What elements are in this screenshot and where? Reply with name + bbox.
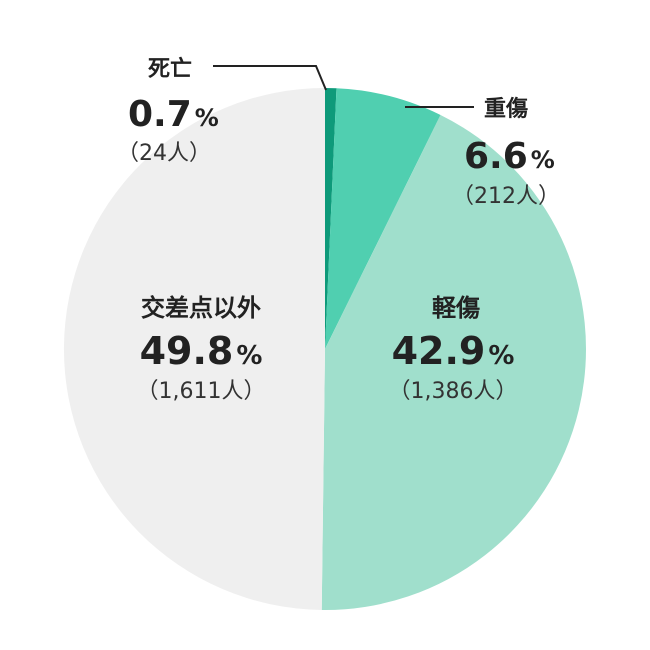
label-group-other: 交差点以外 49.8% （1,611人） [137,294,266,404]
slice-label-minor: 軽傷 [432,294,480,322]
leader-line-death [213,65,327,91]
slice-label-serious: 重傷 [484,96,528,122]
slice-percent-serious: 6.6% [464,136,555,177]
slice-label-death: 死亡 [148,56,192,82]
slice-serious [325,88,441,349]
slice-percent-other: 49.8% [140,329,263,373]
label-group-minor: 軽傷 42.9% （1,386人） [389,294,518,404]
slice-count-death: （24人） [117,141,211,166]
label-group-serious: 重傷 6.6% （212人） [452,96,560,209]
pie-slices [63,87,586,611]
slice-other [63,88,325,610]
slice-label-other: 交差点以外 [141,294,261,322]
slice-count-minor: （1,386人） [389,379,518,404]
slice-percent-death: 0.7% [128,94,219,135]
slice-minor [321,114,586,611]
slice-percent-minor: 42.9% [392,329,515,373]
label-group-death: 死亡 0.7% （24人） [117,56,219,166]
slice-count-other: （1,611人） [137,379,266,404]
slice-death [325,87,337,349]
slice-count-serious: （212人） [452,184,560,209]
